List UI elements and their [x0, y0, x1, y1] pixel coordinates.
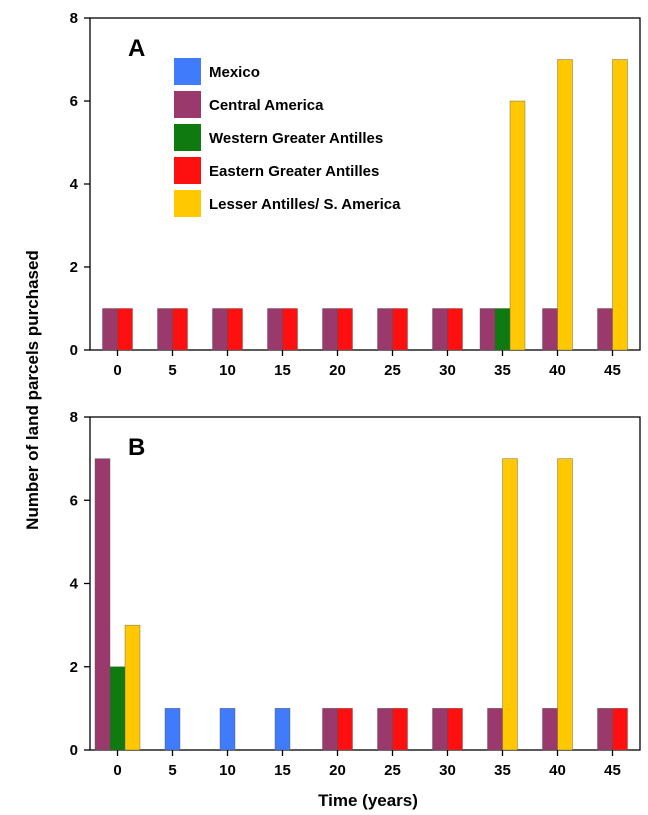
x-axis-label: Time (years): [318, 791, 418, 810]
x-tick-label: 25: [384, 362, 401, 379]
legend-swatch: [174, 124, 201, 151]
x-tick-label: 35: [494, 762, 511, 779]
legend-label: Central America: [209, 97, 324, 114]
bar-central-america-t0: [94, 458, 111, 751]
x-tick-label: 20: [329, 362, 346, 379]
x-tick-label: 20: [329, 762, 346, 779]
bar-eastern-greater-antilles-t25: [392, 308, 408, 351]
bar-lesser-antilles-s-america-t35: [509, 100, 526, 351]
bar-central-america-t0: [102, 308, 118, 351]
bar-central-america-t15: [267, 308, 283, 351]
bar-lesser-antilles-s-america-t0: [124, 624, 141, 751]
legend-label: Mexico: [209, 64, 260, 81]
x-tick-label: 45: [604, 362, 621, 379]
panel-label: A: [128, 35, 145, 62]
bar-eastern-greater-antilles-t0: [117, 308, 133, 351]
bar-mexico-t15: [274, 708, 291, 751]
bar-eastern-greater-antilles-t30: [447, 308, 463, 351]
bar-central-america-t35: [487, 708, 503, 751]
x-tick-label: 5: [168, 762, 176, 779]
x-tick-label: 0: [113, 762, 121, 779]
legend-label: Eastern Greater Antilles: [209, 163, 379, 180]
bar-lesser-antilles-s-america-t40: [557, 59, 573, 351]
bar-lesser-antilles-s-america-t45: [612, 59, 628, 351]
bar-central-america-t10: [212, 308, 228, 351]
y-tick-label: 2: [70, 659, 78, 676]
x-tick-label: 35: [494, 362, 511, 379]
x-tick-label: 25: [384, 762, 401, 779]
legend-label: Lesser Antilles/ S. America: [209, 196, 401, 213]
bar-central-america-t30: [432, 708, 448, 751]
legend-swatch: [174, 58, 201, 85]
bar-eastern-greater-antilles-t20: [337, 308, 353, 351]
bar-central-america-t45: [597, 308, 613, 351]
bar-lesser-antilles-s-america-t40: [557, 458, 573, 751]
legend: Mexico Central America Western Greater Ant…: [174, 58, 401, 217]
bar-central-america-t20: [322, 308, 338, 351]
legend-label: Western Greater Antilles: [209, 130, 383, 147]
x-tick-label: 15: [274, 762, 291, 779]
y-tick-label: 0: [70, 342, 78, 359]
bar-eastern-greater-antilles-t20: [337, 708, 353, 751]
legend-swatch: [174, 190, 201, 217]
bar-central-america-t5: [157, 308, 173, 351]
x-tick-label: 40: [549, 362, 566, 379]
bar-central-america-t25: [377, 708, 393, 751]
bar-eastern-greater-antilles-t15: [282, 308, 298, 351]
bar-lesser-antilles-s-america-t35: [502, 458, 518, 751]
y-tick-label: 4: [70, 576, 79, 593]
bar-eastern-greater-antilles-t5: [172, 308, 188, 351]
panel-a: 0 2 4 6 8 0 5 10 15 20 25 30 35 40 45 A Mexico Central Am…: [70, 10, 641, 379]
bar-mexico-t5: [164, 708, 181, 751]
bar-mexico-t10: [219, 708, 236, 751]
bar-central-america-t40: [542, 708, 558, 751]
bar-central-america-t30: [432, 308, 448, 351]
x-tick-label: 45: [604, 762, 621, 779]
x-tick-label: 10: [219, 762, 236, 779]
bar-eastern-greater-antilles-t30: [447, 708, 463, 751]
bar-central-america-t25: [377, 308, 393, 351]
y-tick-label: 2: [70, 259, 78, 276]
bar-central-america-t40: [542, 308, 558, 351]
x-tick-label: 10: [219, 362, 236, 379]
y-tick-label: 4: [70, 176, 79, 193]
bar-eastern-greater-antilles-t10: [227, 308, 243, 351]
x-tick-label: 5: [168, 362, 176, 379]
bar-central-america-t20: [322, 708, 338, 751]
y-axis-label: Number of land parcels purchased: [23, 250, 42, 530]
bar-eastern-greater-antilles-t45: [612, 708, 628, 751]
legend-swatch: [174, 91, 201, 118]
x-tick-label: 15: [274, 362, 291, 379]
x-tick-label: 30: [439, 762, 456, 779]
y-tick-label: 8: [70, 10, 78, 27]
bar-central-america-t45: [597, 708, 613, 751]
bar-western-greater-antilles-t35: [494, 308, 511, 351]
x-tick-label: 40: [549, 762, 566, 779]
x-tick-label: 0: [113, 362, 121, 379]
x-tick-label: 30: [439, 362, 456, 379]
bar-western-greater-antilles-t0: [109, 666, 126, 751]
y-tick-label: 6: [70, 492, 78, 509]
bar-central-america-t35: [479, 308, 496, 351]
panel-b: 0 2 4 6 8 0 5 10 15 20 25 30 35 40 45 B: [70, 409, 641, 779]
bar-eastern-greater-antilles-t25: [392, 708, 408, 751]
legend-swatch: [174, 157, 201, 184]
y-tick-label: 0: [70, 742, 78, 759]
y-tick-label: 8: [70, 409, 78, 426]
y-tick-label: 6: [70, 93, 78, 110]
panel-label: B: [128, 434, 145, 461]
